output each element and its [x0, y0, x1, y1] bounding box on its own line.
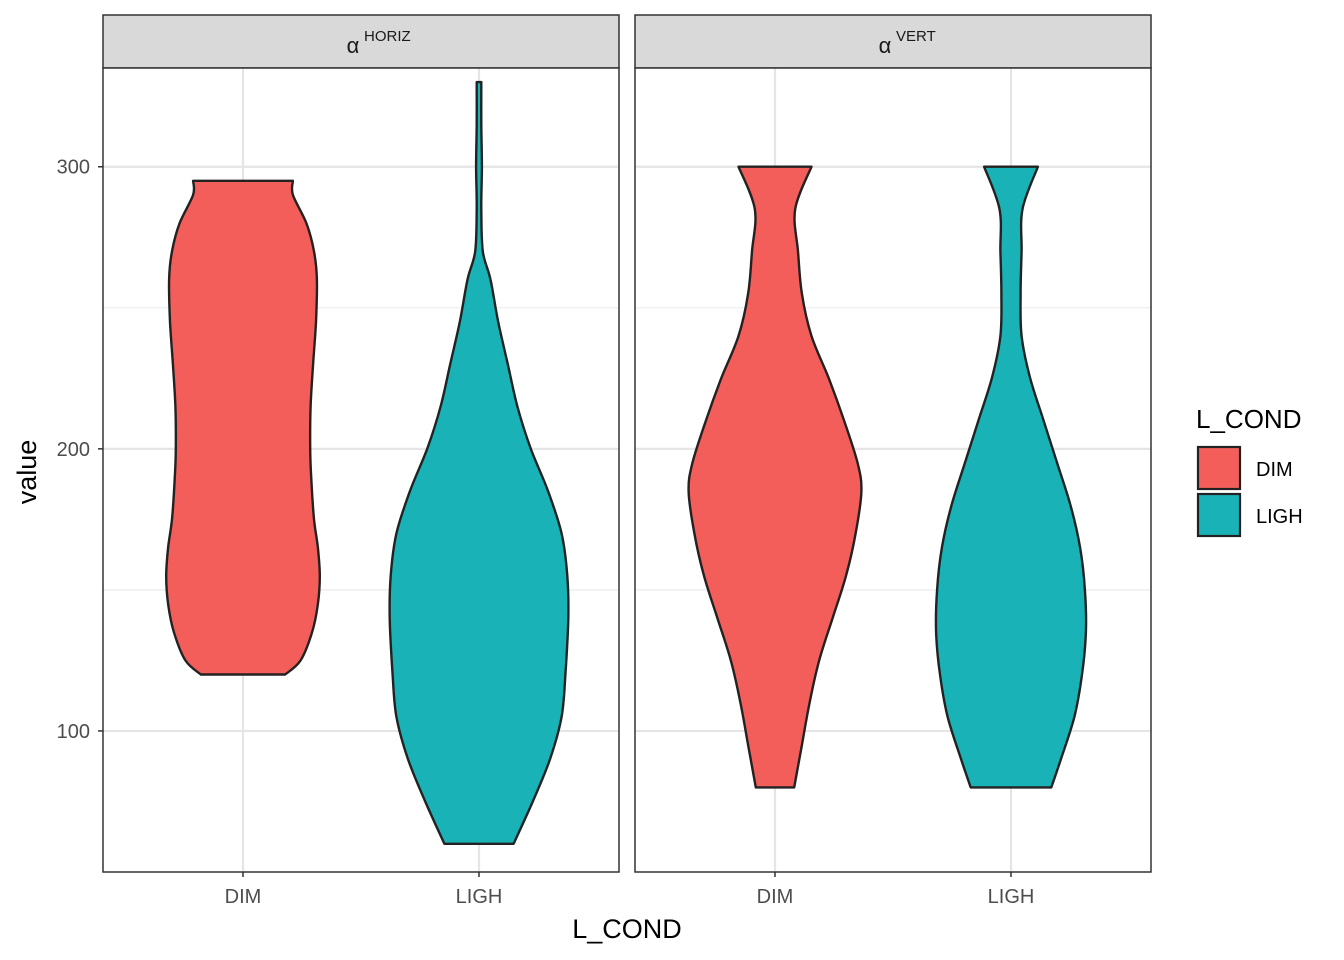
violin-ligh — [388, 80, 570, 845]
legend-key-ligh — [1196, 492, 1242, 538]
y-axis-title: value — [12, 440, 42, 505]
violin-ligh — [934, 165, 1088, 789]
violin-dim — [165, 179, 321, 676]
facet-strip-superscript: VERT — [896, 28, 936, 45]
legend-label-dim: DIM — [1256, 459, 1293, 481]
facet-strip — [634, 14, 1152, 69]
facet-strip-label: α — [879, 33, 892, 58]
y-tick-label: 200 — [57, 439, 90, 461]
panel-border — [634, 67, 1152, 873]
facet-strip — [102, 14, 620, 69]
y-tick-label: 300 — [57, 157, 90, 179]
facet-panel-vert: α VERT DIM LIGH — [634, 14, 1152, 908]
panel-border — [102, 67, 620, 873]
x-tick-label: LIGH — [988, 886, 1035, 908]
x-tick-label: LIGH — [456, 886, 503, 908]
legend-title: L_COND — [1196, 404, 1301, 434]
facet-panel-horiz: α HORIZ DIM LIGH — [102, 14, 620, 908]
facet-strip-superscript: HORIZ — [364, 28, 411, 45]
y-axis: 100 200 300 — [57, 157, 103, 743]
x-tick-label: DIM — [757, 886, 794, 908]
legend-key-dim — [1196, 445, 1242, 491]
legend: L_COND DIM LIGH — [1196, 404, 1303, 538]
facet-strip-label: α — [347, 33, 360, 58]
x-axis-title: L_COND — [572, 914, 682, 944]
violin-dim — [687, 165, 863, 789]
legend-label-ligh: LIGH — [1256, 506, 1303, 528]
y-tick-label: 100 — [57, 721, 90, 743]
x-tick-label: DIM — [225, 886, 262, 908]
